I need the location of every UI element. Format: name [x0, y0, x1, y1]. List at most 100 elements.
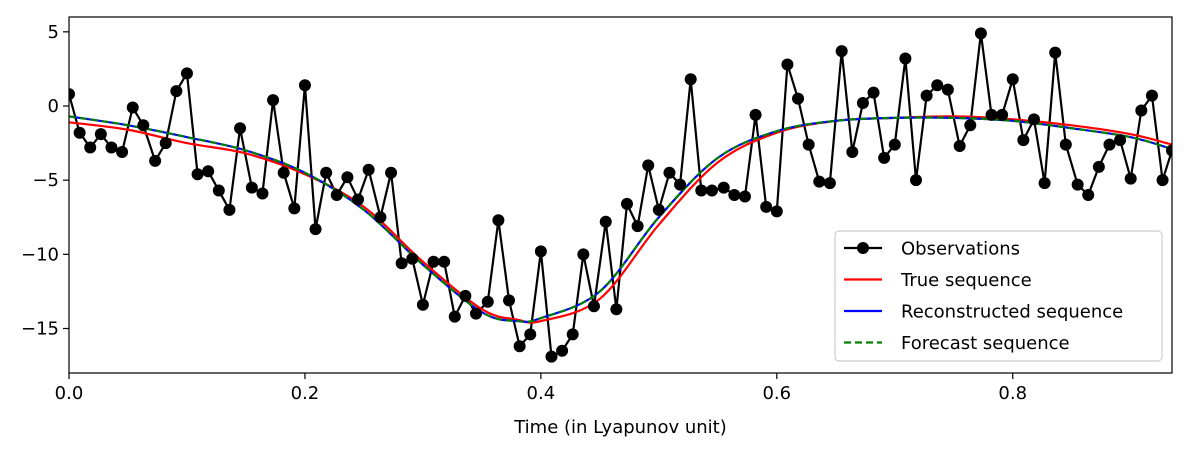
observation-point [996, 108, 1009, 121]
observation-point [1006, 73, 1019, 86]
observation-point [223, 203, 236, 216]
y-tick-label: 5 [48, 22, 59, 43]
observation-point [642, 159, 655, 172]
observation-point [149, 154, 162, 167]
observation-point [953, 140, 966, 153]
observation-point [1124, 172, 1137, 185]
observation-point [524, 328, 537, 341]
observation-point [856, 97, 869, 110]
observation-point [652, 203, 665, 216]
plot-frame [68, 16, 1173, 374]
y-tick-label: −5 [32, 170, 59, 191]
y-tick-label: −10 [21, 244, 59, 265]
legend-observations-label: Observations [901, 239, 1020, 260]
observation-point [395, 257, 408, 270]
observation-point [438, 255, 451, 268]
observation-point [974, 27, 987, 40]
observation-point [94, 128, 107, 141]
observation-point [352, 193, 365, 206]
observation-point [320, 166, 333, 179]
observation-point [202, 165, 215, 178]
observation-point [835, 45, 848, 58]
observation-point [1071, 178, 1084, 191]
observation-point [137, 119, 150, 132]
observation-point [888, 138, 901, 151]
x-tick-label: 0.0 [55, 383, 84, 404]
observation-point [749, 108, 762, 121]
observation-point [1027, 113, 1040, 126]
observation-point [69, 88, 75, 101]
observation-point [931, 79, 944, 92]
observation-point [374, 211, 387, 224]
observation-point [73, 126, 86, 139]
legend-reconstructed-sequence-label: Reconstructed sequence [901, 302, 1123, 323]
legend: Observations True sequence Reconstructed s… [834, 230, 1163, 362]
observation-point [910, 174, 923, 187]
y-tick-label: −15 [21, 319, 59, 340]
observation-point [556, 344, 569, 357]
x-axis: 0.0 0.2 0.4 0.6 0.8 [55, 373, 1027, 404]
observation-point [899, 52, 912, 65]
observation-point [267, 94, 280, 107]
plot-series [69, 27, 1172, 363]
observation-point [330, 189, 343, 201]
y-tick-label: 0 [48, 96, 59, 117]
observation-point [792, 92, 805, 105]
observation-point [599, 215, 612, 228]
observation-point [469, 307, 482, 320]
legend-box [834, 230, 1163, 362]
observation-point [448, 310, 461, 323]
observation-point [941, 83, 954, 96]
observation-point [256, 187, 269, 200]
observation-point [631, 220, 644, 233]
observation-point [406, 252, 419, 265]
observation-point [674, 178, 687, 191]
observation-point [180, 67, 193, 80]
observation-point [126, 101, 139, 114]
observation-point [1059, 138, 1072, 151]
observation-point [84, 141, 97, 154]
observation-point [684, 73, 697, 86]
observation-point [1166, 144, 1172, 157]
observation-point [105, 141, 118, 154]
observation-point [1092, 160, 1105, 173]
observation-point [427, 255, 440, 268]
observation-point [362, 163, 375, 176]
observation-point [1049, 46, 1062, 59]
observation-point [566, 328, 579, 341]
observation-point [1114, 134, 1127, 147]
x-tick-label: 0.4 [527, 383, 556, 404]
observation-point [277, 166, 290, 179]
x-tick-label: 0.6 [762, 383, 791, 404]
observation-point [503, 294, 516, 307]
observation-point [620, 197, 633, 210]
observation-point [1017, 134, 1030, 147]
observation-point [813, 175, 826, 188]
observation-point [1156, 174, 1169, 187]
observation-point [878, 151, 891, 164]
observation-point [1103, 138, 1116, 151]
observation-point [823, 177, 836, 190]
observation-point [867, 86, 880, 99]
x-axis-label: Time (in Lyapunov unit) [513, 417, 727, 438]
observation-point [298, 79, 311, 92]
observation-point [170, 85, 183, 98]
observation-point [385, 166, 398, 179]
observation-point [728, 189, 741, 201]
observation-point [781, 58, 794, 71]
observation-point [481, 295, 494, 308]
observation-point [920, 89, 933, 102]
observation-point [534, 245, 547, 258]
observation-point [610, 303, 623, 316]
legend-observations-marker [857, 242, 869, 254]
observation-point [1145, 89, 1158, 102]
observation-point [513, 340, 526, 353]
observation-point [663, 166, 676, 179]
observation-point [577, 248, 590, 261]
series-forecast-sequence-line [69, 115, 1172, 323]
observation-point [985, 108, 998, 121]
x-tick-label: 0.8 [998, 383, 1027, 404]
y-axis: 5 0 −5 −10 −15 [21, 22, 69, 340]
